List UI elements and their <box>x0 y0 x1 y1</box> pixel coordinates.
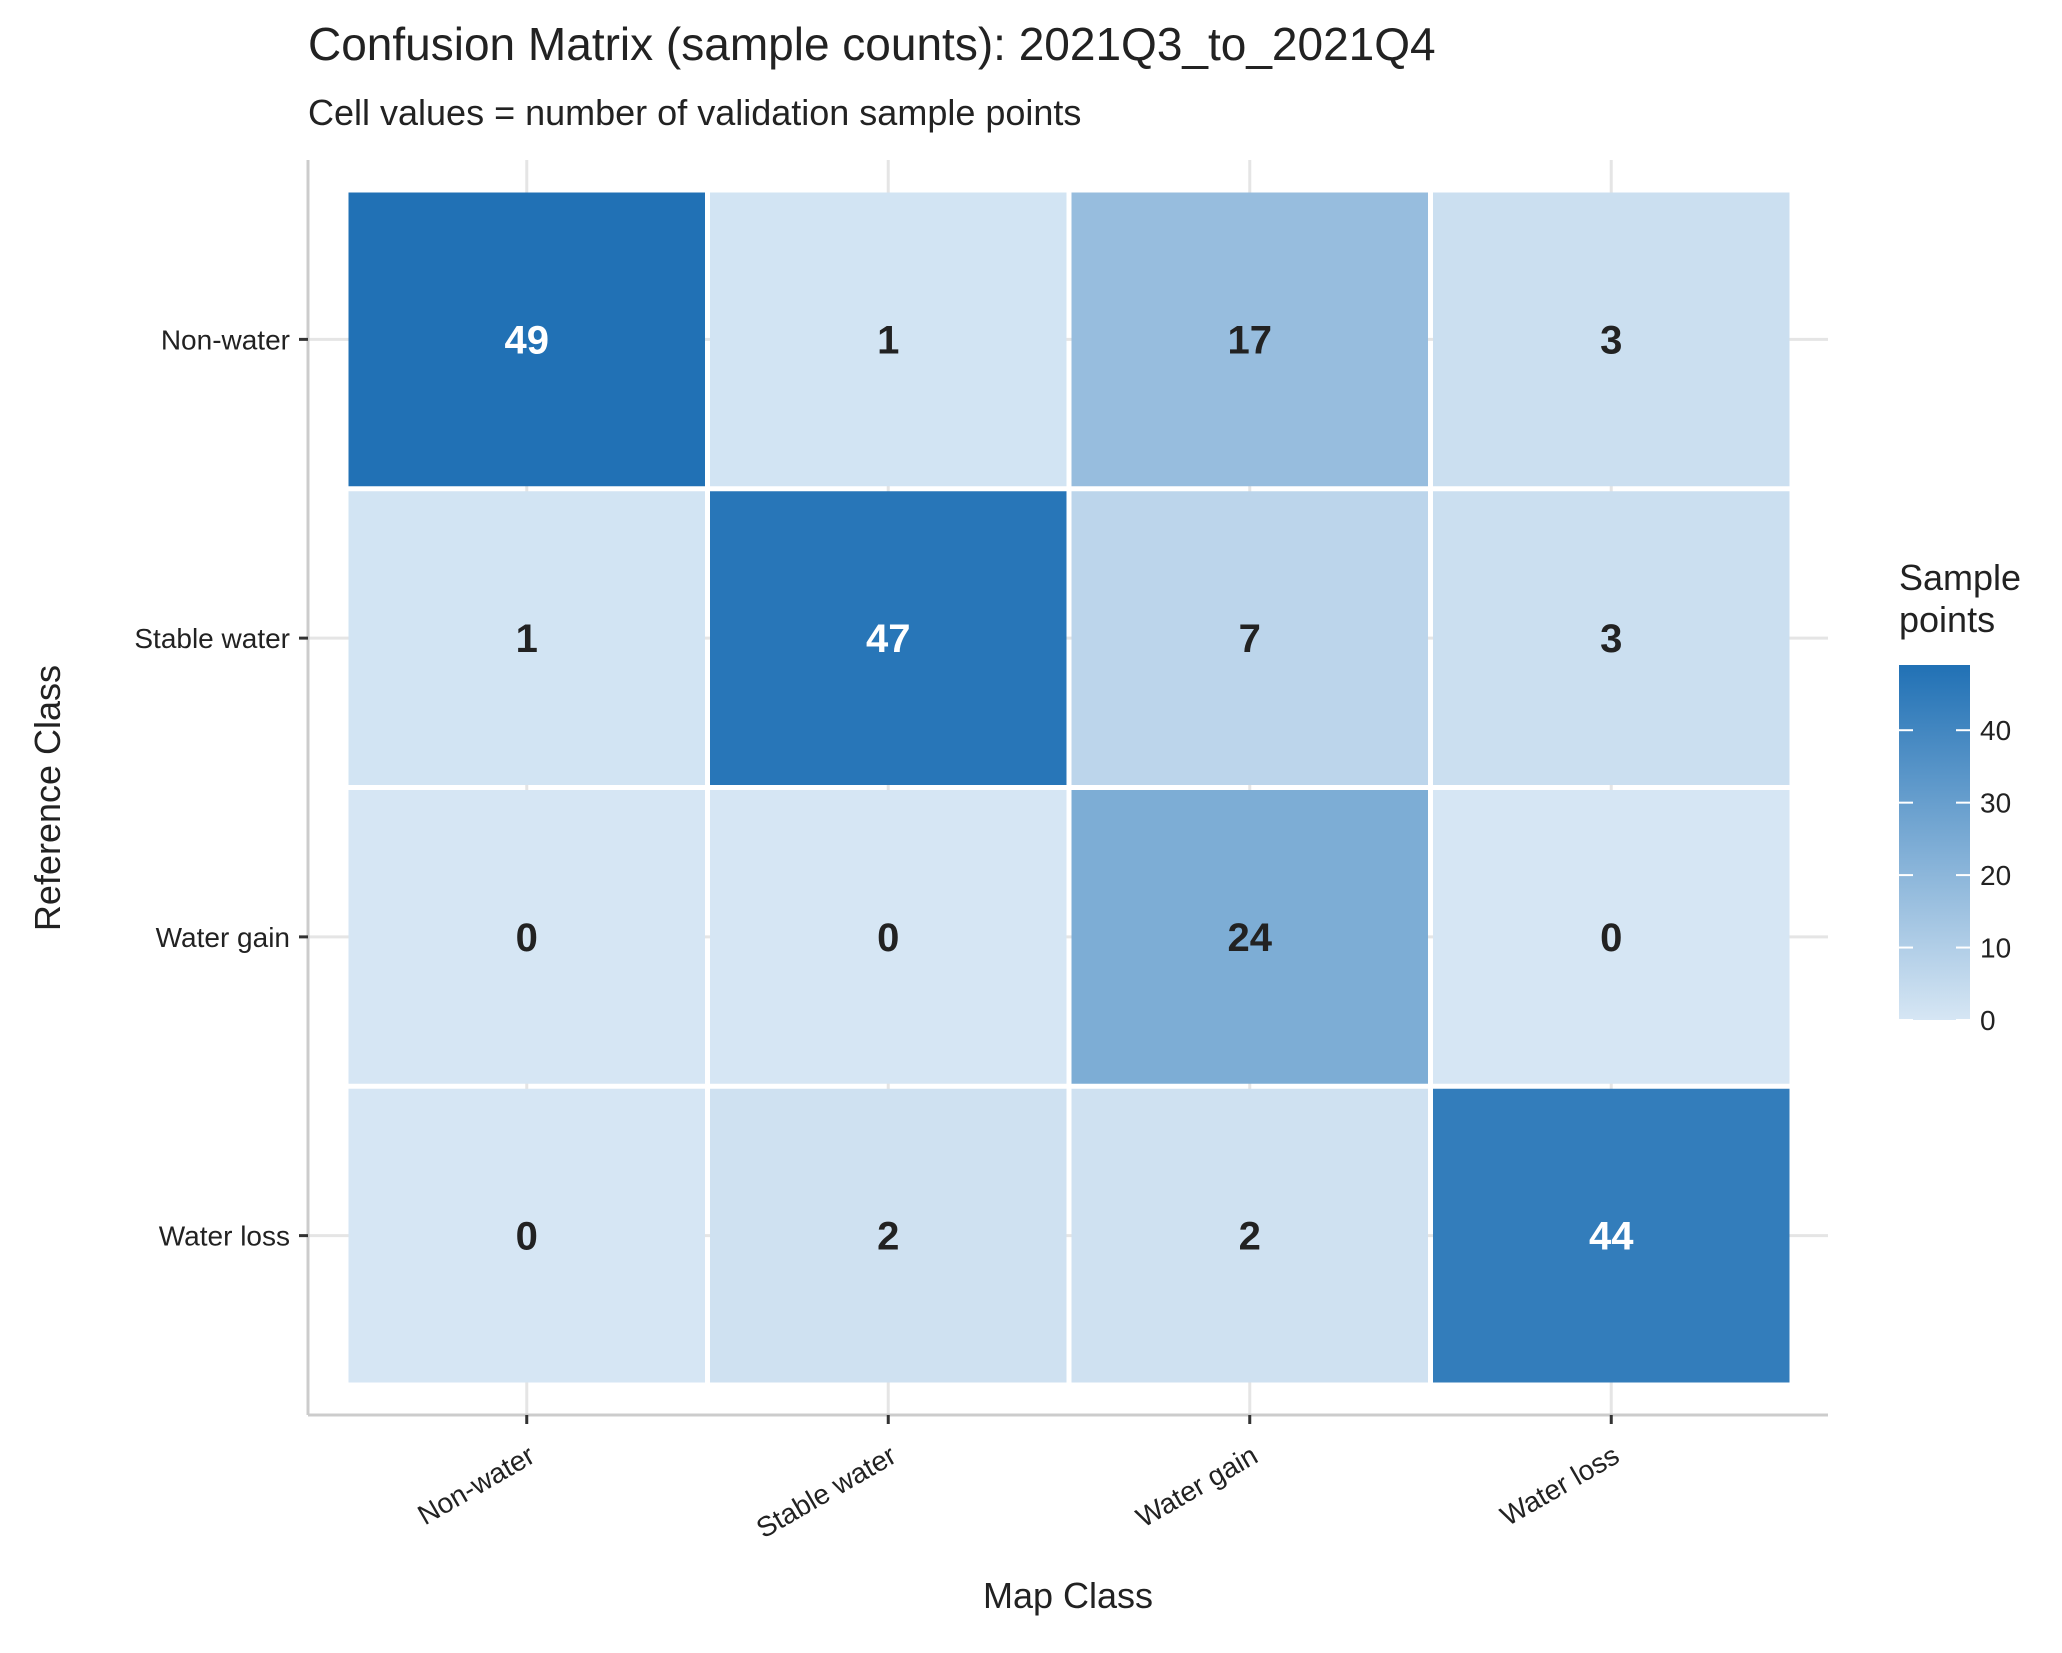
x-tick-label: Stable water <box>751 1439 901 1544</box>
legend-tick-label: 0 <box>1980 1005 1996 1036</box>
cell-value-label: 0 <box>516 1215 538 1259</box>
heatmap-cell <box>710 192 1067 487</box>
chart-subtitle: Cell values = number of validation sampl… <box>308 92 1081 133</box>
heatmap-cell <box>1433 790 1790 1084</box>
x-axis-title: Map Class <box>983 1575 1153 1616</box>
heatmap-cell <box>1071 192 1428 487</box>
y-tick-label: Water gain <box>156 922 290 953</box>
legend-title-line: Sample <box>1899 557 2021 598</box>
cell-value-label: 2 <box>1239 1215 1261 1259</box>
cell-value-label: 17 <box>1228 318 1273 362</box>
cell-value-label: 0 <box>516 916 538 960</box>
y-tick-label: Non-water <box>161 324 290 355</box>
x-tick-label: Water loss <box>1495 1439 1624 1531</box>
heatmap-cell <box>1433 192 1790 487</box>
cell-value-label: 2 <box>877 1215 899 1259</box>
cell-value-label: 1 <box>877 318 899 362</box>
heatmap-cell <box>1071 1088 1428 1383</box>
heatmap-cell <box>1071 491 1428 785</box>
cell-value-label: 47 <box>866 617 911 661</box>
x-tick-label: Water gain <box>1131 1439 1263 1533</box>
heatmap-cell <box>348 491 705 785</box>
cell-value-label: 0 <box>877 916 899 960</box>
heatmap-cell <box>348 790 705 1084</box>
heatmap-cells: 49 1 17 31 47 7 30 0 24 00 2 2 44 <box>348 192 1790 1383</box>
heatmap-cell <box>710 790 1067 1084</box>
legend-tick-label: 10 <box>1980 933 2011 964</box>
legend-tick-label: 20 <box>1980 860 2011 891</box>
heatmap-cell <box>710 491 1067 785</box>
x-tick-label: Non-water <box>412 1439 539 1530</box>
heatmap-cell <box>348 192 705 487</box>
heatmap-cell <box>1071 790 1428 1084</box>
heatmap-cell <box>1433 1088 1790 1383</box>
chart-title: Confusion Matrix (sample counts): 2021Q3… <box>308 18 1436 70</box>
heatmap-cell <box>1433 491 1790 785</box>
cell-value-label: 0 <box>1600 916 1622 960</box>
legend-tick-label: 30 <box>1980 788 2011 819</box>
cell-value-label: 1 <box>516 617 538 661</box>
legend-tick-label: 40 <box>1980 715 2011 746</box>
cell-value-label: 44 <box>1589 1215 1634 1259</box>
legend-title-line: points <box>1899 599 1995 640</box>
y-axis-title: Reference Class <box>27 665 68 931</box>
heatmap-cell <box>348 1088 705 1383</box>
legend-colorbar <box>1899 665 1970 1020</box>
heatmap-cell <box>710 1088 1067 1383</box>
y-tick-label: Stable water <box>134 623 290 654</box>
cell-value-label: 7 <box>1239 617 1261 661</box>
y-tick-label: Water loss <box>159 1221 290 1252</box>
cell-value-label: 3 <box>1600 617 1622 661</box>
cell-value-label: 49 <box>505 318 550 362</box>
cell-value-label: 24 <box>1228 916 1273 960</box>
cell-value-label: 3 <box>1600 318 1622 362</box>
